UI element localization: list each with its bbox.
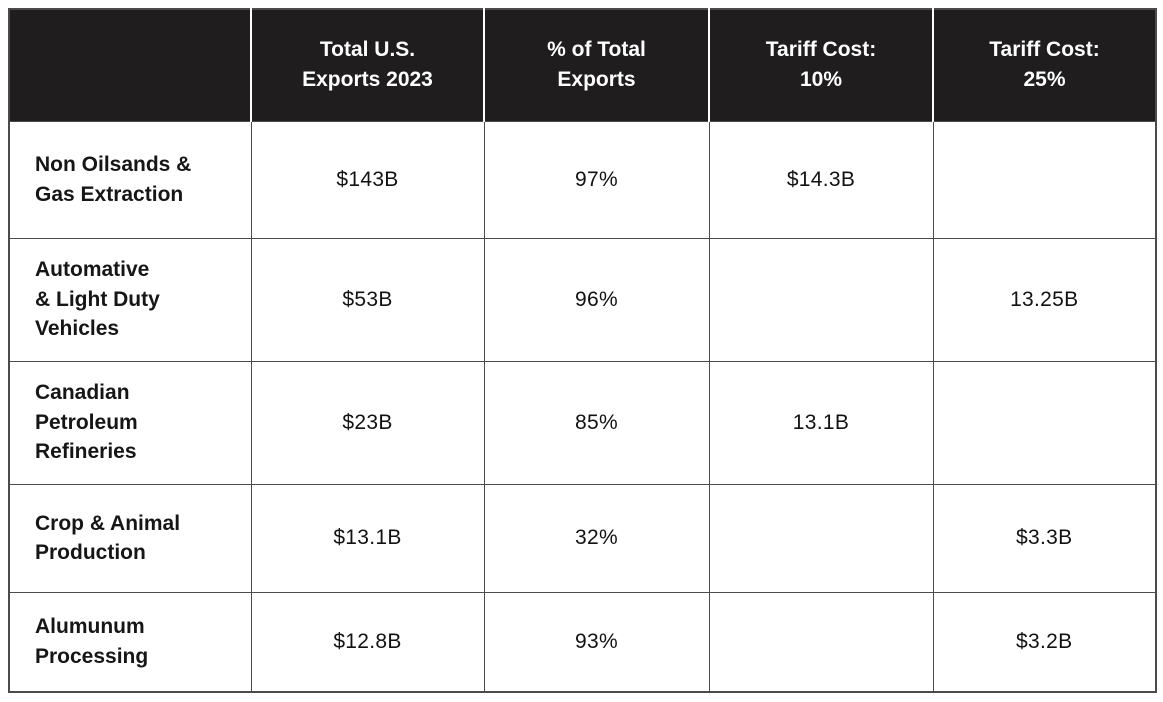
cell-tariff-10: 13.1B [708, 360, 934, 485]
cell-category: Alumunum Processing [8, 591, 252, 693]
cell-pct-of-total: 93% [483, 591, 710, 693]
cell-pct-of-total: 96% [483, 237, 710, 362]
cell-tariff-25 [932, 360, 1157, 485]
cell-tariff-25 [932, 120, 1157, 239]
table-header: Total U.S. Exports 2023 % of Total Expor… [9, 9, 1156, 121]
column-header-tariff-10: Tariff Cost: 10% [708, 9, 933, 121]
table-row: Alumunum Processing $12.8B 93% $3.2B [8, 591, 1157, 693]
column-header-category [9, 9, 251, 121]
cell-category: Automative & Light Duty Vehicles [8, 237, 252, 362]
table-row: Automative & Light Duty Vehicles $53B 96… [8, 237, 1157, 362]
cell-pct-of-total: 97% [483, 120, 710, 239]
cell-tariff-25: 13.25B [932, 237, 1157, 362]
tariff-impact-table: Total U.S. Exports 2023 % of Total Expor… [8, 8, 1157, 693]
cell-total-exports: $143B [250, 120, 485, 239]
cell-tariff-25: $3.2B [932, 591, 1157, 693]
cell-tariff-25: $3.3B [932, 483, 1157, 593]
table-row: Crop & Animal Production $13.1B 32% $3.3… [8, 483, 1157, 593]
cell-total-exports: $23B [250, 360, 485, 485]
table-row: Canadian Petroleum Refineries $23B 85% 1… [8, 360, 1157, 485]
header-row: Total U.S. Exports 2023 % of Total Expor… [9, 9, 1156, 121]
cell-category: Canadian Petroleum Refineries [8, 360, 252, 485]
column-header-tariff-25: Tariff Cost: 25% [932, 9, 1156, 121]
cell-tariff-10 [708, 237, 934, 362]
cell-total-exports: $53B [250, 237, 485, 362]
cell-pct-of-total: 32% [483, 483, 710, 593]
cell-total-exports: $13.1B [250, 483, 485, 593]
cell-category: Crop & Animal Production [8, 483, 252, 593]
table-body: Non Oilsands & Gas Extraction $143B 97% … [8, 120, 1157, 693]
table-row: Non Oilsands & Gas Extraction $143B 97% … [8, 120, 1157, 239]
cell-tariff-10: $14.3B [708, 120, 934, 239]
column-header-total-exports: Total U.S. Exports 2023 [250, 9, 484, 121]
cell-category: Non Oilsands & Gas Extraction [8, 120, 252, 239]
cell-total-exports: $12.8B [250, 591, 485, 693]
cell-tariff-10 [708, 483, 934, 593]
cell-pct-of-total: 85% [483, 360, 710, 485]
column-header-pct-of-total: % of Total Exports [483, 9, 709, 121]
cell-tariff-10 [708, 591, 934, 693]
